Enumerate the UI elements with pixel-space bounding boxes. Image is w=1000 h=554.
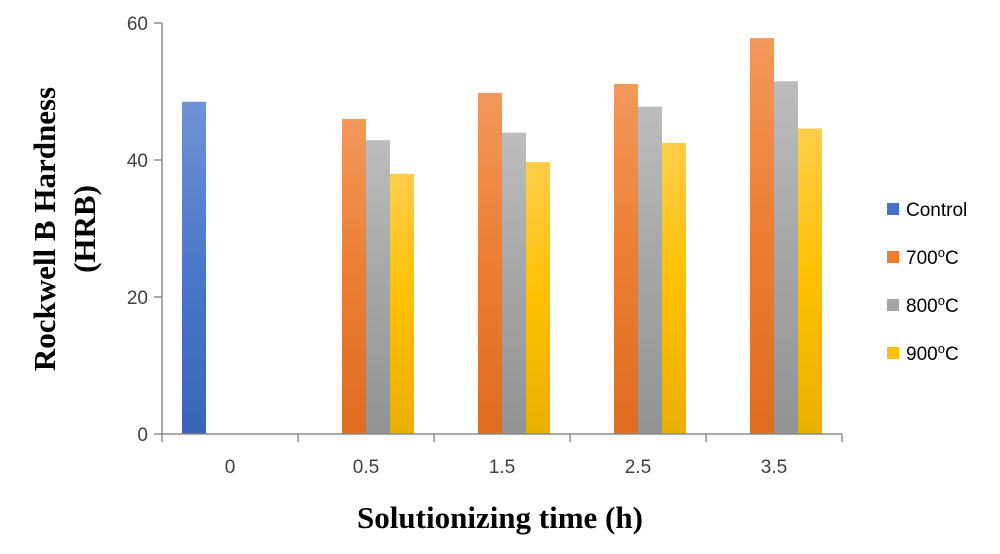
bars-layer [182,38,822,435]
bar-800-2.5 [638,106,662,434]
legend-label-control: Control [906,200,967,221]
bar-900-0.5 [390,173,414,434]
legend-label-900: 900oC [906,341,959,365]
legend-swatch-control [887,203,899,215]
legend-swatch-900 [887,347,899,359]
legend-label-800: 800oC [906,293,959,317]
legend-label-700: 700oC [906,245,959,269]
legend-swatch-800 [887,299,899,311]
bar-800-1.5 [502,132,526,434]
bar-800-0.5 [366,140,390,434]
x-tick-label: 0 [225,457,236,478]
x-tick-label: 0.5 [353,457,379,478]
y-axis-title-line2: (HRB) [67,185,102,273]
bar-900-1.5 [526,162,550,434]
x-tick-label: 1.5 [489,457,515,478]
legend-swatch-700 [887,251,899,263]
bar-control-0 [182,101,206,435]
bar-900-3.5 [798,128,822,435]
bar-700-3.5 [750,38,774,434]
bar-700-0.5 [342,118,366,435]
y-axis-title-line1: Rockwell B Hardness [27,87,62,371]
y-tick-label: 0 [137,425,148,446]
x-tick-label: 2.5 [625,457,651,478]
y-tick-label: 40 [127,151,148,172]
y-tick-label: 20 [127,288,148,309]
bar-900-2.5 [662,142,686,434]
x-tick-label: 3.5 [761,457,787,478]
bar-700-2.5 [614,83,638,434]
y-tick-label: 60 [127,14,148,35]
bar-800-3.5 [774,81,798,434]
bar-700-1.5 [478,92,502,435]
ticks-layer: 0 20 40 60 0 0.5 1.5 2.5 3.5 [127,14,843,478]
legend: Control 700oC 800oC 900oC [887,200,967,365]
x-axis-title: Solutionizing time (h) [357,500,643,535]
